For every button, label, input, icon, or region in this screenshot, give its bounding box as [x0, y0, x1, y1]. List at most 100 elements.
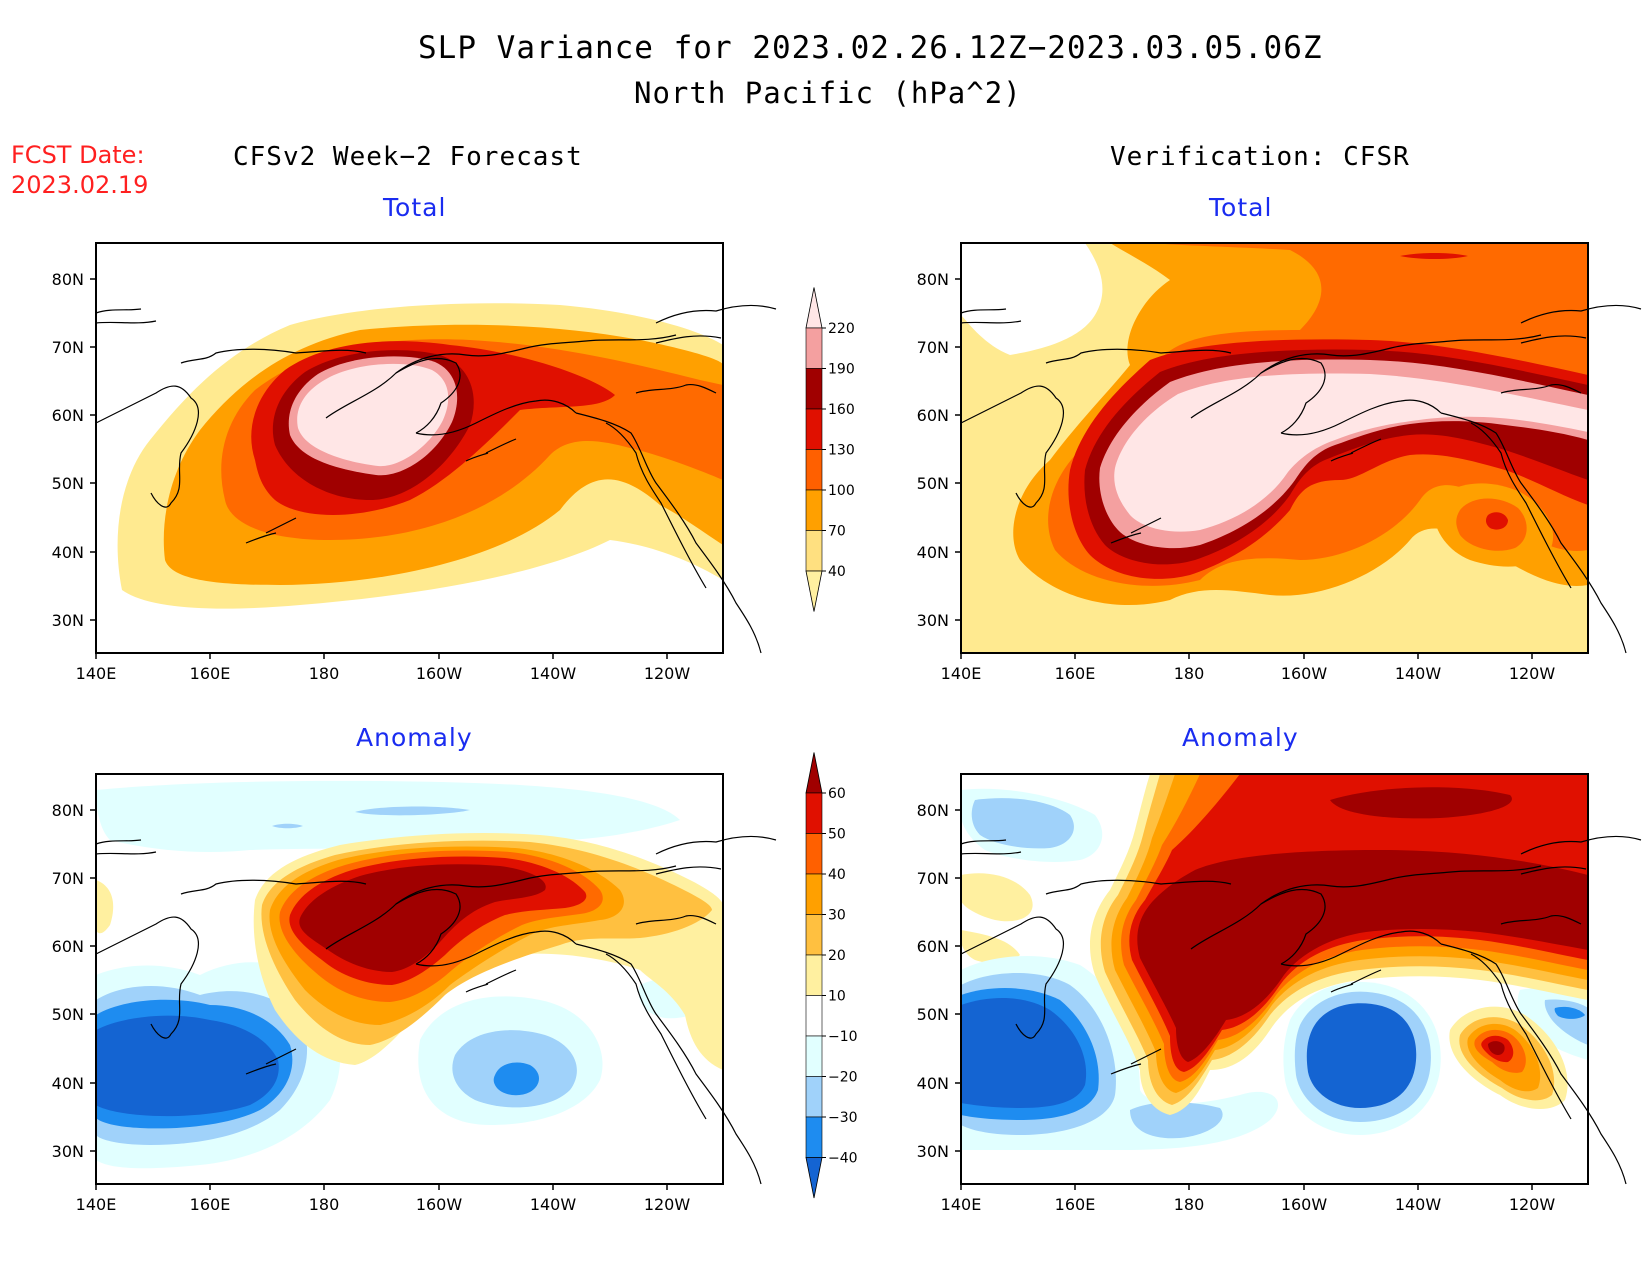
- colorbar-label: 100: [828, 483, 855, 499]
- colorbar-label: −10: [828, 1029, 858, 1045]
- map-overlays: 80N 70N 60N 50N 40N 30N 140E 160E 180 160W 140W 120…: [52, 242, 1642, 1214]
- coastline: [415, 399, 577, 436]
- coastline: [1190, 357, 1326, 434]
- lat-label: 80N: [917, 801, 949, 820]
- colorbar-segment: [805, 995, 823, 1037]
- contour-neg30-center: [493, 1062, 539, 1096]
- coastline: [95, 916, 200, 1039]
- coastline: [655, 835, 777, 875]
- map-frame: [960, 773, 1589, 1185]
- contour-level-220: [1114, 373, 1588, 532]
- coastline: [1110, 517, 1162, 544]
- colorbar-top-arrow: [805, 752, 823, 794]
- coastline: [465, 438, 517, 462]
- coastline: [1330, 438, 1382, 462]
- map-panel-verif-total: [961, 243, 1588, 653]
- lon-label: 180: [1174, 1195, 1205, 1214]
- colorbar-anomaly: −40 −30 −20 −10 10 20 30 40 50 60: [805, 752, 858, 1199]
- colorbar-segment: [805, 368, 823, 410]
- coastline: [1190, 888, 1326, 965]
- coastline: [1110, 1048, 1162, 1075]
- coastline: [575, 943, 762, 1185]
- contour-neg20-north-small: [272, 823, 303, 829]
- contour-pos60-bulge: [1488, 1041, 1505, 1055]
- lat-label: 40N: [917, 543, 949, 562]
- fcst-date-value: 2023.02.19: [11, 171, 149, 199]
- map-frame: [95, 773, 724, 1185]
- lon-label: 120W: [1509, 1195, 1556, 1214]
- lon-label: 140E: [76, 1195, 117, 1214]
- colorbar-label: 60: [828, 786, 846, 802]
- lon-label: 120W: [644, 1195, 691, 1214]
- figure-subtitle: North Pacific (hPa^2): [634, 76, 1022, 110]
- colorbar-segment: [805, 792, 823, 834]
- colorbar-segment: [805, 954, 823, 996]
- colorbar-label: −20: [828, 1070, 858, 1086]
- lat-label: 30N: [52, 1142, 84, 1161]
- colorbar-total: 40 70 100 130 160 190 220: [805, 287, 855, 612]
- coastline: [1280, 930, 1442, 967]
- coastline: [465, 969, 517, 993]
- colorbar-label: 30: [828, 908, 846, 924]
- coastline: [1330, 969, 1382, 993]
- contour-neg10-north: [96, 780, 680, 852]
- contour-neg30-east: [1554, 1006, 1585, 1019]
- coastline: [180, 348, 367, 364]
- lon-label: 160E: [190, 1195, 231, 1214]
- lat-label: 50N: [917, 1005, 949, 1024]
- colorbar-bottom-arrow: [805, 570, 823, 612]
- colorbars: 40 70 100 130 160 190 220 −40 −30 −20 −10 10 20 30 40 5…: [805, 287, 858, 1199]
- lat-label: 80N: [52, 270, 84, 289]
- coastline: [245, 1048, 297, 1075]
- colorbar-label: 220: [828, 321, 855, 337]
- map-panel-fcst-total: [96, 243, 723, 653]
- coastline: [415, 930, 577, 967]
- left-column-title: CFSv2 Week−2 Forecast: [233, 142, 583, 172]
- colorbar-segment: [805, 408, 823, 450]
- coastline: [960, 916, 1065, 1039]
- panel-title-fcst-total: Total: [383, 193, 447, 222]
- colorbar-label: 10: [828, 989, 846, 1005]
- contour-level-220: [297, 363, 449, 467]
- lat-label: 80N: [52, 801, 84, 820]
- lat-label: 50N: [52, 1005, 84, 1024]
- colorbar-segment: [805, 1116, 823, 1158]
- contour-neg20-south: [1130, 1102, 1223, 1139]
- lat-label: 70N: [917, 869, 949, 888]
- lat-label: 70N: [52, 338, 84, 357]
- lon-label: 140W: [1395, 1195, 1442, 1214]
- coastline: [1440, 412, 1627, 654]
- map-frame: [960, 242, 1589, 654]
- coastline: [1500, 914, 1582, 925]
- contour-white-area: [961, 243, 1103, 355]
- lon-label: 160W: [1281, 1195, 1328, 1214]
- colorbar-segment: [805, 449, 823, 491]
- coastline: [960, 308, 1022, 324]
- lat-label: 30N: [917, 611, 949, 630]
- lon-label: 120W: [644, 664, 691, 683]
- coastline: [1440, 943, 1627, 1185]
- contour-neg40-west: [961, 998, 1087, 1108]
- colorbar-segment: [805, 489, 823, 531]
- lat-label: 60N: [917, 406, 949, 425]
- contour-neg40-center: [1306, 1003, 1417, 1108]
- lon-label: 140E: [941, 1195, 982, 1214]
- colorbar-segment: [805, 1076, 823, 1118]
- coastline: [1260, 865, 1542, 905]
- frame-verif-total: 80N 70N 60N 50N 40N 30N 140E 160E 180 160W 140W 120…: [917, 242, 1642, 683]
- coastline: [960, 385, 1065, 508]
- colorbar-segment: [805, 327, 823, 369]
- frame-fcst-anomaly: 80N 70N 60N 50N 40N 30N 140E 160E 180 160W 140W 120…: [52, 773, 777, 1214]
- lon-label: 160W: [416, 1195, 463, 1214]
- lat-label: 70N: [52, 869, 84, 888]
- coastline: [1470, 953, 1572, 1120]
- lon-label: 140W: [530, 664, 577, 683]
- coastline: [325, 888, 461, 965]
- colorbar-label: 70: [828, 524, 846, 540]
- lat-label: 70N: [917, 338, 949, 357]
- coastline: [1520, 835, 1642, 875]
- coastline: [395, 334, 677, 374]
- coastline: [245, 517, 297, 544]
- colorbar-segment: [805, 914, 823, 956]
